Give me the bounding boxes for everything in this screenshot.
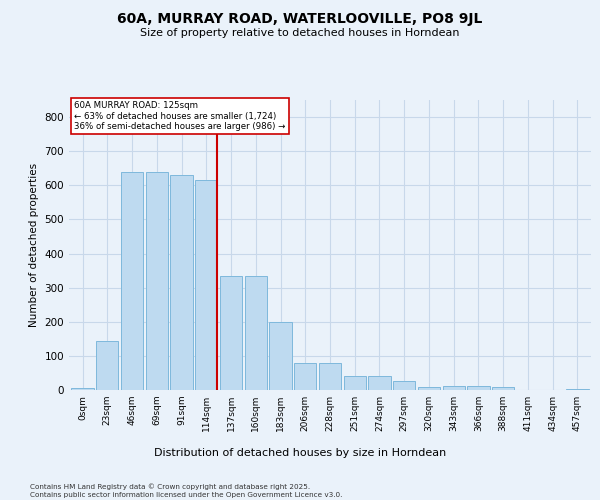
Text: Contains HM Land Registry data © Crown copyright and database right 2025.
Contai: Contains HM Land Registry data © Crown c… xyxy=(30,484,343,498)
Bar xyxy=(566,389,589,390)
Y-axis label: Number of detached properties: Number of detached properties xyxy=(29,163,39,327)
Bar xyxy=(245,276,267,390)
Bar xyxy=(220,276,242,390)
Text: Distribution of detached houses by size in Horndean: Distribution of detached houses by size … xyxy=(154,448,446,458)
Bar xyxy=(294,362,316,390)
Bar xyxy=(195,180,217,390)
Bar xyxy=(492,388,514,390)
Bar xyxy=(146,172,168,390)
Bar xyxy=(368,376,391,390)
Bar xyxy=(71,388,94,390)
Bar xyxy=(418,386,440,390)
Bar xyxy=(393,382,415,390)
Bar xyxy=(269,322,292,390)
Bar xyxy=(170,175,193,390)
Text: Size of property relative to detached houses in Horndean: Size of property relative to detached ho… xyxy=(140,28,460,38)
Bar xyxy=(319,362,341,390)
Bar xyxy=(344,376,366,390)
Text: 60A MURRAY ROAD: 125sqm
← 63% of detached houses are smaller (1,724)
36% of semi: 60A MURRAY ROAD: 125sqm ← 63% of detache… xyxy=(74,102,286,132)
Bar xyxy=(443,386,465,390)
Bar xyxy=(121,172,143,390)
Bar xyxy=(467,386,490,390)
Text: 60A, MURRAY ROAD, WATERLOOVILLE, PO8 9JL: 60A, MURRAY ROAD, WATERLOOVILLE, PO8 9JL xyxy=(118,12,482,26)
Bar xyxy=(96,340,118,390)
